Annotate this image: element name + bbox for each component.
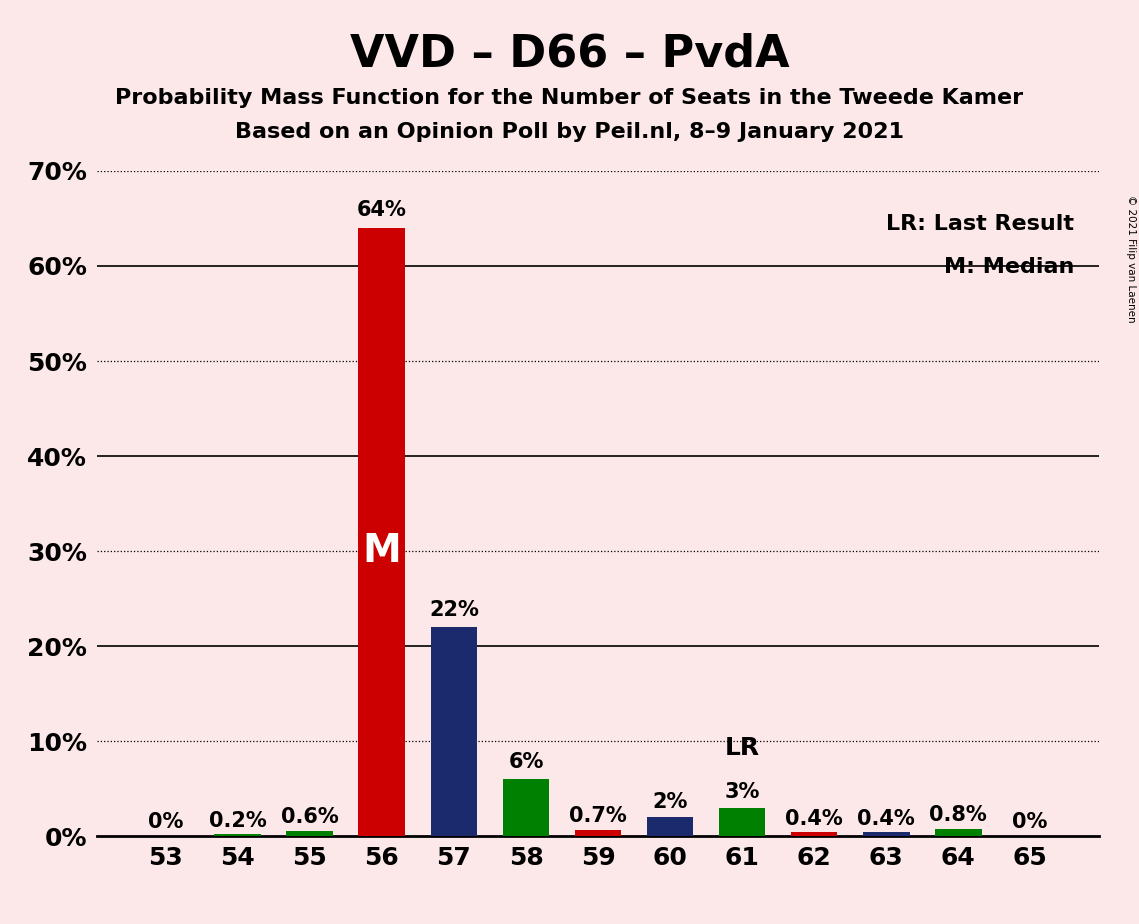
Text: M: M bbox=[362, 532, 401, 570]
Bar bbox=[647, 817, 694, 836]
Text: LR: Last Result: LR: Last Result bbox=[886, 214, 1074, 234]
Bar bbox=[214, 834, 261, 836]
Text: 0.4%: 0.4% bbox=[858, 808, 915, 829]
Text: 64%: 64% bbox=[357, 201, 407, 220]
Text: 3%: 3% bbox=[724, 782, 760, 802]
Bar bbox=[935, 829, 982, 836]
Text: Based on an Opinion Poll by Peil.nl, 8–9 January 2021: Based on an Opinion Poll by Peil.nl, 8–9… bbox=[235, 122, 904, 142]
Bar bbox=[719, 808, 765, 836]
Text: 0%: 0% bbox=[148, 812, 183, 833]
Text: 0.4%: 0.4% bbox=[785, 808, 843, 829]
Text: 22%: 22% bbox=[429, 600, 478, 619]
Text: 0.7%: 0.7% bbox=[570, 806, 626, 826]
Bar bbox=[502, 779, 549, 836]
Text: 0%: 0% bbox=[1013, 812, 1048, 833]
Text: VVD – D66 – PvdA: VVD – D66 – PvdA bbox=[350, 32, 789, 76]
Bar bbox=[286, 831, 334, 836]
Text: © 2021 Filip van Laenen: © 2021 Filip van Laenen bbox=[1126, 195, 1136, 322]
Text: 2%: 2% bbox=[653, 792, 688, 811]
Bar bbox=[790, 833, 837, 836]
Text: 6%: 6% bbox=[508, 751, 543, 772]
Bar bbox=[574, 830, 622, 836]
Text: 0.8%: 0.8% bbox=[929, 805, 988, 825]
Text: 0.6%: 0.6% bbox=[281, 807, 338, 827]
Bar bbox=[862, 833, 910, 836]
Text: 0.2%: 0.2% bbox=[208, 810, 267, 831]
Text: LR: LR bbox=[724, 736, 760, 760]
Bar bbox=[359, 228, 405, 836]
Text: Probability Mass Function for the Number of Seats in the Tweede Kamer: Probability Mass Function for the Number… bbox=[115, 88, 1024, 108]
Text: M: Median: M: Median bbox=[944, 258, 1074, 277]
Bar bbox=[431, 627, 477, 836]
